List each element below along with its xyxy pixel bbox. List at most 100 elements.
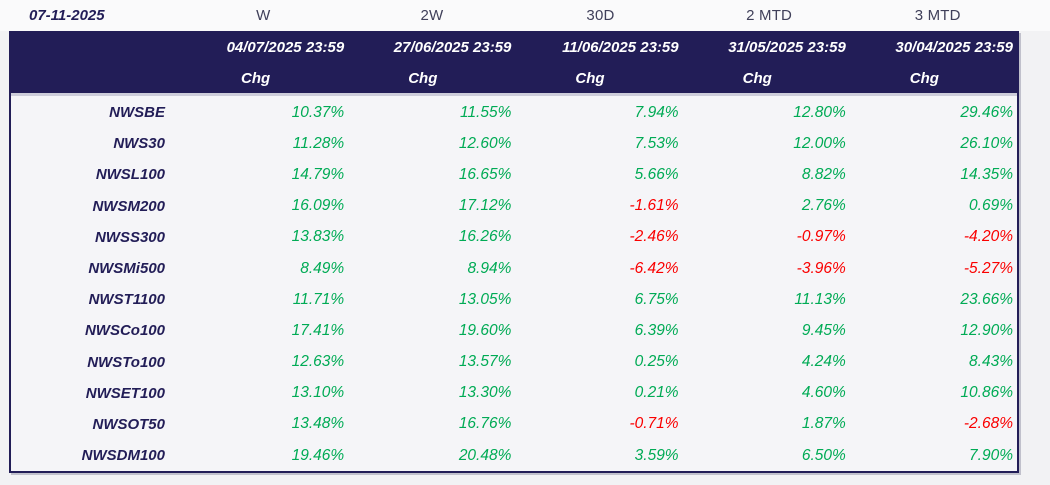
chg-value-30d: 7.94% xyxy=(634,103,679,121)
chg-value-30d: 0.25% xyxy=(634,353,679,371)
index-name: NWSTo100 xyxy=(87,353,165,371)
chg-value-2mtd: -3.96% xyxy=(796,259,846,277)
index-name: NWSMi500 xyxy=(88,260,165,278)
metric-label-3mtd: Chg xyxy=(909,70,939,87)
table-row: NWST1100 11.71% 13.05% 6.75% 11.13% 23.6… xyxy=(11,284,1017,315)
chg-value-3mtd: 14.35% xyxy=(960,165,1013,183)
table-row: NWSOT50 13.48% 16.76% -0.71% 1.87% -2.68… xyxy=(11,409,1017,440)
chg-value-3mtd: 8.43% xyxy=(969,353,1013,371)
index-name: NWSET100 xyxy=(85,384,165,402)
as-of-date-30d: 11/06/2025 23:59 xyxy=(562,39,679,56)
as-of-date-3mtd: 30/04/2025 23:59 xyxy=(895,39,1013,56)
chg-value-30d: 7.53% xyxy=(634,134,679,152)
chg-value-2w: 8.94% xyxy=(467,259,512,277)
chg-value-2w: 13.30% xyxy=(458,384,512,402)
period-label-2mtd: 2 MTD xyxy=(746,7,793,24)
period-label-w: W xyxy=(256,7,271,24)
chg-value-2mtd: 12.00% xyxy=(793,134,846,152)
chg-value-2mtd: 11.13% xyxy=(794,290,846,308)
chg-value-3mtd: 26.10% xyxy=(960,134,1013,152)
period-label-3mtd: 3 MTD xyxy=(914,7,961,24)
chg-value-30d: 6.75% xyxy=(634,290,679,308)
period-label-30d: 30D xyxy=(586,7,615,24)
chg-value-2mtd: 1.87% xyxy=(801,415,846,433)
index-name: NWSL100 xyxy=(95,166,165,184)
table-row: NWSM200 16.09% 17.12% -1.61% 2.76% 0.69% xyxy=(11,191,1017,222)
index-name: NWSDM100 xyxy=(81,447,165,465)
chg-value-w: 13.48% xyxy=(291,415,345,433)
table-row: NWSS300 13.83% 16.26% -2.46% -0.97% -4.2… xyxy=(11,222,1017,253)
chg-value-2mtd: 4.60% xyxy=(801,384,846,402)
table-row: NWS30 11.28% 12.60% 7.53% 12.00% 26.10% xyxy=(11,128,1017,159)
chg-value-2mtd: 8.82% xyxy=(801,165,846,183)
table-row: NWSL100 14.79% 16.65% 5.66% 8.82% 14.35% xyxy=(11,159,1017,190)
table-row: NWSCo100 17.41% 19.60% 6.39% 9.45% 12.90… xyxy=(11,315,1017,346)
chg-value-3mtd: 23.66% xyxy=(960,290,1013,308)
metric-label-2mtd: Chg xyxy=(742,70,772,87)
index-name: NWS30 xyxy=(113,135,165,153)
chg-value-w: 10.37% xyxy=(291,103,345,121)
chg-value-2w: 16.65% xyxy=(458,165,512,183)
table-header-band: 04/07/2025 23:59 27/06/2025 23:59 11/06/… xyxy=(11,31,1017,93)
chg-value-3mtd: 29.46% xyxy=(960,103,1013,121)
chg-value-30d: 6.39% xyxy=(634,321,679,339)
chg-value-2w: 12.60% xyxy=(458,134,512,152)
chg-value-2mtd: 2.76% xyxy=(801,197,846,215)
chg-value-30d: -1.61% xyxy=(629,197,679,215)
index-name: NWSM200 xyxy=(92,197,165,215)
chg-value-w: 11.28% xyxy=(292,134,345,152)
chg-value-3mtd: -5.27% xyxy=(963,259,1013,277)
chg-value-30d: 3.59% xyxy=(634,446,679,464)
chg-value-2w: 13.57% xyxy=(458,353,512,371)
chg-value-w: 14.79% xyxy=(291,165,345,183)
table-row: NWSBE 10.37% 11.55% 7.94% 12.80% 29.46% xyxy=(11,97,1017,128)
chg-value-2mtd: -0.97% xyxy=(796,228,846,246)
chg-value-w: 19.46% xyxy=(291,446,345,464)
chg-value-3mtd: 10.86% xyxy=(960,384,1013,402)
index-name: NWSS300 xyxy=(94,228,165,246)
chg-value-3mtd: -4.20% xyxy=(963,228,1013,246)
metric-label-30d: Chg xyxy=(575,70,605,87)
chg-value-w: 13.83% xyxy=(291,228,345,246)
chg-value-2w: 17.12% xyxy=(458,197,512,215)
table-row: NWSDM100 19.46% 20.48% 3.59% 6.50% 7.90% xyxy=(11,440,1017,471)
chg-value-30d: -2.46% xyxy=(629,228,679,246)
chg-value-2w: 19.60% xyxy=(458,321,512,339)
chg-value-30d: 5.66% xyxy=(634,165,679,183)
report-date: 07-11-2025 xyxy=(29,7,105,24)
index-name: NWSCo100 xyxy=(84,322,165,340)
period-header-row: 07-11-2025 W 2W 30D 2 MTD 3 MTD xyxy=(0,0,1050,31)
chg-value-30d: -0.71% xyxy=(629,415,679,433)
index-name: NWST1100 xyxy=(88,291,165,309)
chg-value-2mtd: 4.24% xyxy=(801,353,846,371)
chg-value-w: 13.10% xyxy=(291,384,345,402)
chg-value-2w: 20.48% xyxy=(458,446,512,464)
chg-value-2w: 11.55% xyxy=(459,103,512,121)
table-row: NWSTo100 12.63% 13.57% 0.25% 4.24% 8.43% xyxy=(11,347,1017,378)
metric-label-w: Chg xyxy=(241,70,271,87)
chg-value-w: 16.09% xyxy=(291,197,345,215)
header-body-divider xyxy=(11,93,1017,96)
chg-value-3mtd: 0.69% xyxy=(969,197,1013,215)
table-row: NWSET100 13.10% 13.30% 0.21% 4.60% 10.86… xyxy=(11,378,1017,409)
chg-value-30d: -6.42% xyxy=(629,259,679,277)
metric-row: Chg Chg Chg Chg Chg xyxy=(11,64,1017,93)
performance-table: 04/07/2025 23:59 27/06/2025 23:59 11/06/… xyxy=(9,31,1019,474)
table-row: NWSMi500 8.49% 8.94% -6.42% -3.96% -5.27… xyxy=(11,253,1017,284)
chg-value-2mtd: 6.50% xyxy=(801,446,846,464)
index-name: NWSBE xyxy=(109,104,165,122)
chg-value-2w: 13.05% xyxy=(458,290,512,308)
index-name: NWSOT50 xyxy=(92,415,165,433)
chg-value-30d: 0.21% xyxy=(634,384,679,402)
chg-value-w: 11.71% xyxy=(292,290,345,308)
chg-value-2mtd: 9.45% xyxy=(801,321,846,339)
chg-value-w: 17.41% xyxy=(291,321,345,339)
chg-value-2w: 16.76% xyxy=(458,415,512,433)
table-body: NWSBE 10.37% 11.55% 7.94% 12.80% 29.46% … xyxy=(11,96,1017,471)
chg-value-2mtd: 12.80% xyxy=(793,103,846,121)
as-of-date-2w: 27/06/2025 23:59 xyxy=(393,39,512,56)
period-label-2w: 2W xyxy=(420,7,444,24)
chg-value-w: 8.49% xyxy=(300,259,345,277)
chg-value-3mtd: 7.90% xyxy=(969,446,1013,464)
